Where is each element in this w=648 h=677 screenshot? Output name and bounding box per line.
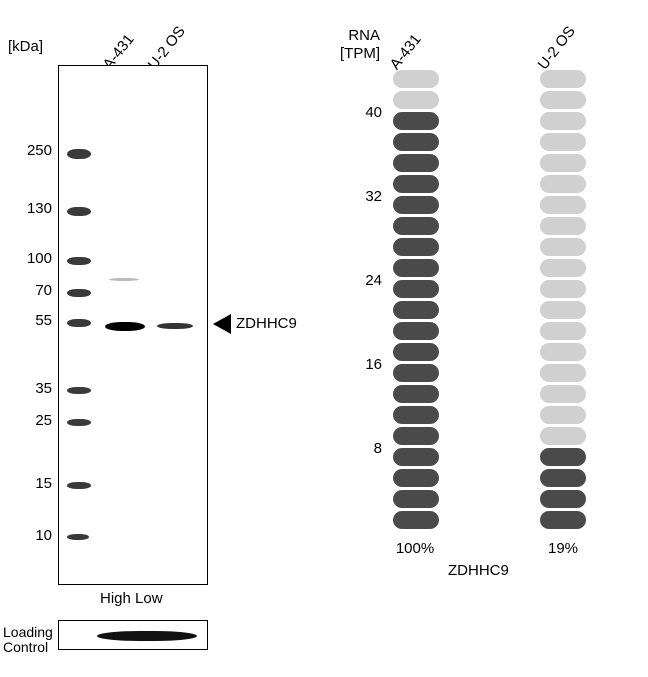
- rna-tick-40: 40: [352, 104, 382, 121]
- rna-capsule: [393, 175, 439, 193]
- rna-tick-8: 8: [352, 440, 382, 457]
- ladder-band: [67, 534, 89, 540]
- rna-capsule: [540, 280, 586, 298]
- rna-capsule: [540, 238, 586, 256]
- rna-capsule: [393, 301, 439, 319]
- rna-capsule: [393, 364, 439, 382]
- rna-capsule: [540, 70, 586, 88]
- high-low-label: High Low: [100, 590, 163, 607]
- rna-capsule: [540, 322, 586, 340]
- rna-panel: RNA [TPM] A-431 U-2 OS 40 32 24 16 8 100…: [320, 0, 648, 677]
- rna-sample-label-1: A-431: [387, 31, 425, 73]
- loading-control-frame: [58, 620, 208, 650]
- mw-tick-70: 70: [4, 282, 52, 299]
- rna-capsule: [393, 427, 439, 445]
- blot-frame: [58, 65, 208, 585]
- target-band-lane1: [105, 322, 145, 331]
- rna-capsule: [540, 385, 586, 403]
- ladder-band: [67, 289, 91, 297]
- rna-unit-line1: RNA: [320, 27, 380, 44]
- ladder-band: [67, 482, 91, 489]
- mw-tick-25: 25: [4, 412, 52, 429]
- rna-capsule: [393, 238, 439, 256]
- rna-bar-U2OS: [540, 70, 586, 532]
- rna-capsule: [540, 490, 586, 508]
- rna-capsule: [393, 490, 439, 508]
- rna-capsule: [540, 427, 586, 445]
- rna-capsule: [393, 112, 439, 130]
- rna-capsule: [540, 217, 586, 235]
- rna-capsule: [540, 91, 586, 109]
- ladder-band: [67, 319, 91, 327]
- rna-capsule: [393, 322, 439, 340]
- rna-capsule: [540, 406, 586, 424]
- rna-percent-1: 100%: [380, 540, 450, 557]
- rna-capsule: [393, 406, 439, 424]
- mw-tick-250: 250: [4, 142, 52, 159]
- ladder-band: [67, 207, 91, 216]
- rna-capsule: [393, 343, 439, 361]
- rna-capsule: [393, 133, 439, 151]
- rna-capsule: [540, 259, 586, 277]
- rna-capsule: [393, 91, 439, 109]
- rna-capsule: [393, 448, 439, 466]
- ladder-band: [67, 257, 91, 265]
- rna-capsule: [540, 448, 586, 466]
- ladder-band: [67, 149, 91, 159]
- rna-capsule: [540, 196, 586, 214]
- rna-capsule: [393, 196, 439, 214]
- rna-capsule: [540, 154, 586, 172]
- gene-label: ZDHHC9: [448, 562, 509, 579]
- rna-capsule: [540, 133, 586, 151]
- rna-capsule: [393, 154, 439, 172]
- mw-tick-55: 55: [4, 312, 52, 329]
- faint-band: [109, 278, 139, 281]
- target-protein-label: ZDHHC9: [236, 315, 297, 332]
- rna-bar-A431: [393, 70, 439, 532]
- rna-tick-16: 16: [352, 356, 382, 373]
- rna-unit-line2: [TPM]: [320, 45, 380, 62]
- rna-capsule: [393, 280, 439, 298]
- rna-capsule: [540, 511, 586, 529]
- rna-capsule: [540, 301, 586, 319]
- rna-capsule: [540, 469, 586, 487]
- rna-capsule: [540, 343, 586, 361]
- rna-capsule: [393, 217, 439, 235]
- rna-capsule: [393, 469, 439, 487]
- ladder-band: [67, 419, 91, 426]
- loading-control-band: [97, 631, 197, 641]
- rna-capsule: [393, 70, 439, 88]
- ladder-band: [67, 387, 91, 394]
- mw-tick-130: 130: [4, 200, 52, 217]
- kda-unit-label: [kDa]: [8, 38, 43, 55]
- rna-capsule: [540, 364, 586, 382]
- mw-tick-100: 100: [4, 250, 52, 267]
- western-blot-panel: [kDa] A-431 U-2 OS 250 130 100 70 55 35 …: [0, 0, 320, 677]
- arrowhead-icon: [213, 314, 231, 334]
- mw-tick-15: 15: [4, 475, 52, 492]
- mw-tick-10: 10: [4, 527, 52, 544]
- rna-capsule: [393, 385, 439, 403]
- rna-capsule: [393, 511, 439, 529]
- rna-capsule: [393, 259, 439, 277]
- loading-control-label: Loading Control: [3, 625, 53, 656]
- mw-tick-35: 35: [4, 380, 52, 397]
- rna-tick-24: 24: [352, 272, 382, 289]
- rna-capsule: [540, 112, 586, 130]
- rna-percent-2: 19%: [528, 540, 598, 557]
- target-band-lane2: [157, 323, 193, 329]
- rna-sample-label-2: U-2 OS: [535, 23, 579, 73]
- rna-capsule: [540, 175, 586, 193]
- rna-tick-32: 32: [352, 188, 382, 205]
